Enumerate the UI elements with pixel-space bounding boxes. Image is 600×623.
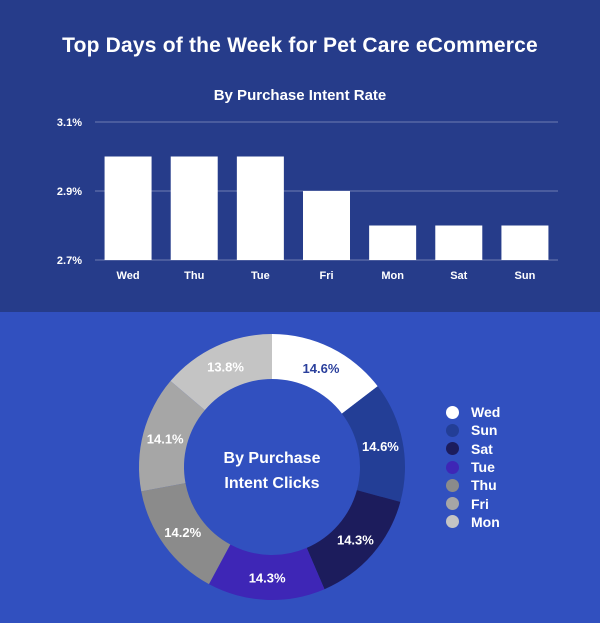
legend-label: Thu	[471, 477, 497, 494]
bar-fri	[303, 191, 350, 260]
legend-item-wed: Wed	[446, 403, 500, 421]
bar-chart-title: By Purchase Intent Rate	[213, 87, 387, 104]
legend-item-tue: Tue	[446, 458, 500, 476]
legend-label: Sun	[471, 422, 498, 439]
bar-chart-panel: Top Days of the Week for Pet Care eComme…	[0, 0, 600, 312]
donut-slice-label: 14.3%	[337, 532, 374, 547]
y-tick-label: 2.9%	[57, 186, 82, 198]
legend-swatch	[446, 478, 459, 492]
donut-slice-mon	[170, 334, 272, 411]
x-tick-label: Wed	[117, 270, 140, 282]
legend-item-mon: Mon	[446, 513, 500, 531]
donut-slice-label: 14.3%	[249, 570, 286, 585]
legend-swatch	[446, 497, 459, 511]
donut-center-label: Intent Clicks	[224, 475, 319, 492]
legend-label: Mon	[471, 513, 500, 530]
donut-slice-label: 14.1%	[147, 432, 184, 447]
x-tick-label: Tue	[251, 270, 270, 282]
bar-thu	[170, 156, 218, 260]
legend-item-sun: Sun	[446, 421, 500, 439]
bar-tue	[236, 156, 284, 260]
legend-swatch	[446, 423, 459, 437]
x-tick-label: Sun	[515, 270, 536, 282]
donut-legend: Wed Sun Sat Tue Thu Fri Mon	[446, 403, 500, 531]
donut-slice-sat	[306, 490, 401, 590]
bar-chart: 2.7% 2.9% 3.1% Wed Thu Tue Fri Mon Sat Sun	[57, 117, 558, 282]
bar-sat	[435, 225, 483, 260]
bar-sun	[501, 225, 549, 260]
donut-slice-label: 13.8%	[207, 360, 244, 375]
donut-slice-label: 14.6%	[303, 361, 340, 376]
donut-center-label: By Purchase	[224, 450, 321, 467]
x-tick-label: Sat	[450, 270, 467, 282]
legend-swatch	[446, 442, 459, 456]
legend-item-sat: Sat	[446, 440, 500, 458]
y-tick-label: 2.7%	[57, 255, 82, 267]
donut-slice-sun	[341, 386, 405, 502]
donut-slice-label: 14.2%	[164, 525, 201, 540]
donut-slice-tue	[208, 544, 325, 600]
legend-swatch	[446, 460, 459, 474]
legend-swatch	[446, 405, 459, 419]
y-tick-label: 3.1%	[57, 117, 82, 129]
legend-label: Wed	[471, 404, 501, 421]
donut-slice-fri	[139, 381, 205, 492]
legend-swatch	[446, 515, 459, 529]
legend-label: Sat	[471, 440, 493, 457]
bar-mon	[369, 225, 417, 260]
legend-item-fri: Fri	[446, 494, 500, 512]
donut-slice-label: 14.6%	[362, 439, 399, 454]
bar-wed	[104, 156, 152, 260]
x-tick-label: Mon	[381, 270, 404, 282]
legend-label: Tue	[471, 459, 495, 476]
legend-item-thu: Thu	[446, 476, 500, 494]
legend-label: Fri	[471, 495, 489, 512]
x-tick-label: Thu	[184, 270, 204, 282]
donut-slice-thu	[141, 483, 231, 585]
x-tick-label: Fri	[319, 270, 333, 282]
page-title: Top Days of the Week for Pet Care eComme…	[62, 34, 538, 57]
donut-slice-wed	[272, 334, 378, 414]
